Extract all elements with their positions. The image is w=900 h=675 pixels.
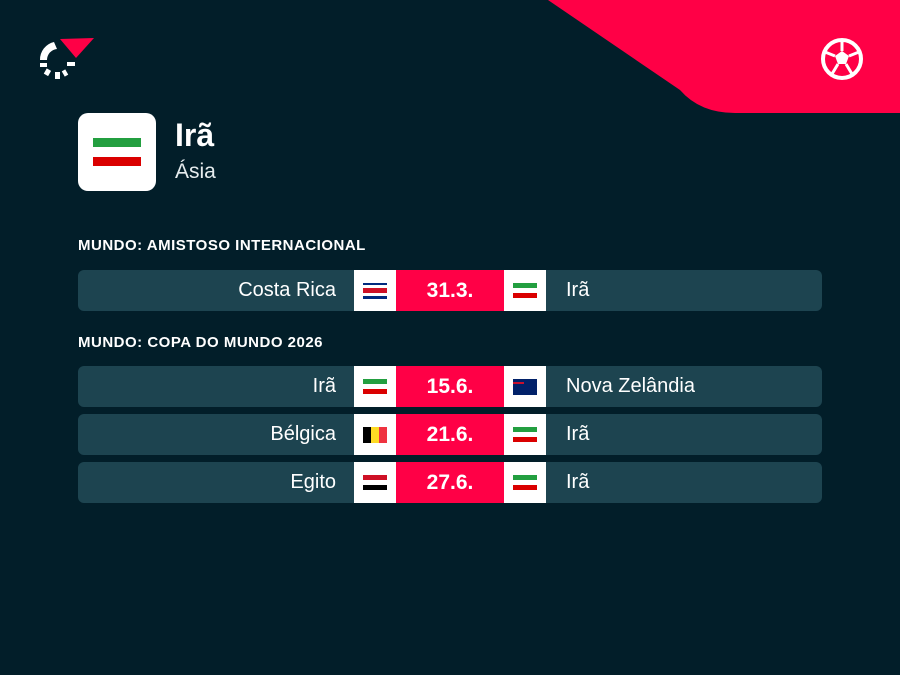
home-team: Irã [312,375,336,397]
soccer-ball-icon[interactable] [820,37,864,81]
match-row[interactable]: Irã 15.6. Nova Zelândia [78,366,822,407]
iran-flag-icon [513,426,537,443]
away-flag [504,462,546,503]
iran-flag-icon [513,474,537,491]
away-team: Irã [566,279,590,301]
match-date: 31.3. [396,270,504,311]
home-flag [354,462,396,503]
match-row[interactable]: Bélgica 21.6. Irã [78,414,822,455]
team-region: Ásia [175,160,216,183]
home-team: Egito [290,471,336,493]
match-date: 15.6. [396,366,504,407]
match-date: 21.6. [396,414,504,455]
match-date: 27.6. [396,462,504,503]
home-flag [354,366,396,407]
section-title: MUNDO: COPA DO MUNDO 2026 [78,334,324,351]
away-flag [504,270,546,311]
belgium-flag-icon [363,426,387,443]
flashscore-logo-icon[interactable] [36,36,96,81]
match-row[interactable]: Egito 27.6. Irã [78,462,822,503]
home-flag [354,270,396,311]
home-team: Bélgica [270,423,336,445]
away-flag [504,366,546,407]
away-team: Irã [566,471,590,493]
header-red-shape [548,0,900,113]
iran-flag-icon [93,138,141,166]
new-zealand-flag-icon [513,378,537,395]
away-team: Irã [566,423,590,445]
away-team: Nova Zelândia [566,375,695,397]
iran-flag-icon [363,378,387,395]
team-name: Irã [175,117,215,153]
home-team: Costa Rica [238,279,336,301]
away-flag [504,414,546,455]
match-row[interactable]: Costa Rica 31.3. Irã [78,270,822,311]
iran-flag-icon [513,282,537,299]
costa-rica-flag-icon [363,282,387,299]
egypt-flag-icon [363,474,387,491]
team-flag [78,113,156,191]
section-title: MUNDO: AMISTOSO INTERNACIONAL [78,237,366,254]
home-flag [354,414,396,455]
